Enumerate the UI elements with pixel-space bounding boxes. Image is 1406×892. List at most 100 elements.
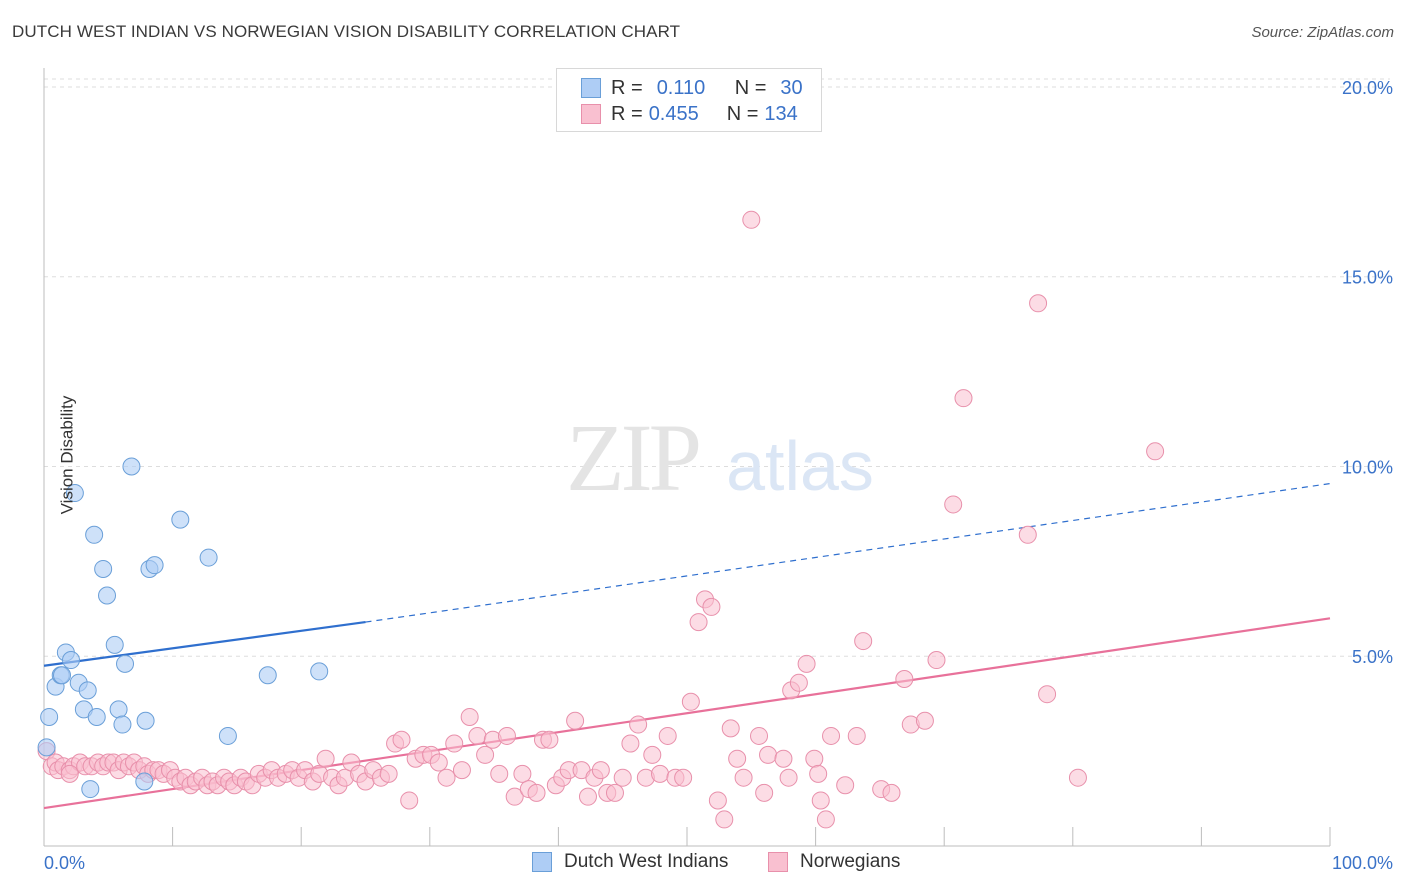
data-point-dutch-west-indians — [98, 586, 117, 605]
correlation-legend: R = 0.110 N = 30 R = 0.455 N = 134 — [556, 68, 822, 132]
data-point-norwegians — [316, 749, 335, 768]
data-point-norwegians — [605, 783, 624, 802]
data-point-dutch-west-indians — [258, 666, 277, 685]
trend-line-dutch-west-indians — [43, 620, 366, 667]
data-point-norwegians — [490, 764, 509, 783]
legend-swatch-pink — [768, 852, 788, 872]
data-point-norwegians — [392, 730, 411, 749]
data-point-norwegians — [400, 791, 419, 810]
legend-r-label: R = — [611, 76, 643, 99]
tick-labels: 5.0% 10.0% 15.0% 20.0% 0.0% 100.0% — [44, 78, 1393, 873]
source-credit: Source: ZipAtlas.com — [1251, 24, 1394, 41]
data-point-norwegians — [728, 749, 747, 768]
data-point-norwegians — [621, 734, 640, 753]
data-point-norwegians — [836, 776, 855, 795]
data-point-norwegians — [715, 810, 734, 829]
data-point-norwegians — [460, 707, 479, 726]
data-point-norwegians — [847, 726, 866, 745]
legend-item-dutch-west-indians[interactable]: Dutch West Indians — [532, 851, 728, 873]
data-point-dutch-west-indians — [218, 726, 237, 745]
data-point-norwegians — [468, 726, 487, 745]
data-point-dutch-west-indians — [81, 780, 100, 799]
data-point-norwegians — [60, 764, 79, 783]
data-point-norwegians — [674, 768, 693, 787]
legend-row-dutch-west-indians: R = 0.110 N = 30 — [581, 76, 803, 100]
data-point-norwegians — [429, 753, 448, 772]
data-point-norwegians — [721, 719, 740, 738]
legend-row-norwegians: R = 0.455 N = 134 — [581, 102, 798, 126]
legend-n-value: 134 — [764, 102, 798, 125]
data-point-norwegians — [658, 726, 677, 745]
data-point-dutch-west-indians — [62, 651, 81, 670]
legend-label: Dutch West Indians — [564, 851, 729, 872]
y-tick-label: 5.0% — [1352, 647, 1393, 667]
y-axis-label: Vision Disability — [57, 395, 77, 515]
data-point-norwegians — [689, 613, 708, 632]
data-point-dutch-west-indians — [122, 457, 141, 476]
y-tick-label: 10.0% — [1342, 457, 1393, 477]
data-point-norwegians — [513, 764, 532, 783]
dutch-west-indians-points — [37, 457, 329, 799]
data-point-dutch-west-indians — [53, 666, 72, 685]
data-point-norwegians — [759, 745, 778, 764]
x-tick-label: 100.0% — [1332, 853, 1393, 873]
data-point-norwegians — [566, 711, 585, 730]
data-point-dutch-west-indians — [40, 707, 59, 726]
legend-r-value: 0.110 — [656, 76, 706, 99]
data-point-norwegians — [505, 787, 524, 806]
data-point-dutch-west-indians — [199, 548, 218, 567]
data-point-norwegians — [882, 783, 901, 802]
data-point-norwegians — [779, 768, 798, 787]
data-point-dutch-west-indians — [105, 635, 124, 654]
data-point-dutch-west-indians — [113, 715, 132, 734]
data-point-norwegians — [613, 768, 632, 787]
y-tick-label: 15.0% — [1342, 268, 1393, 288]
data-point-norwegians — [915, 711, 934, 730]
data-point-dutch-west-indians — [109, 700, 128, 719]
data-point-norwegians — [895, 670, 914, 689]
data-point-dutch-west-indians — [135, 772, 154, 791]
data-point-norwegians — [437, 768, 456, 787]
data-point-norwegians — [445, 734, 464, 753]
data-point-norwegians — [1029, 294, 1048, 313]
data-point-norwegians — [681, 692, 700, 711]
data-point-norwegians — [476, 745, 495, 764]
data-point-norwegians — [629, 715, 648, 734]
data-point-norwegians — [822, 726, 841, 745]
data-point-norwegians — [774, 749, 793, 768]
data-point-norwegians — [954, 389, 973, 408]
data-point-norwegians — [379, 764, 398, 783]
data-point-dutch-west-indians — [171, 510, 190, 529]
legend-swatch-blue — [581, 78, 601, 98]
data-point-norwegians — [734, 768, 753, 787]
data-point-dutch-west-indians — [87, 707, 106, 726]
data-point-norwegians — [811, 791, 830, 810]
data-point-norwegians — [1038, 685, 1057, 704]
data-point-norwegians — [643, 745, 662, 764]
legend-label: Norwegians — [800, 851, 901, 872]
data-point-norwegians — [650, 764, 669, 783]
legend-item-norwegians[interactable]: Norwegians — [768, 851, 900, 873]
data-point-dutch-west-indians — [94, 559, 113, 578]
data-point-norwegians — [816, 810, 835, 829]
grid-lines — [44, 78, 1390, 657]
data-point-dutch-west-indians — [85, 525, 104, 544]
data-point-norwegians — [789, 673, 808, 692]
data-point-norwegians — [540, 730, 559, 749]
legend-r-value: 0.455 — [648, 102, 699, 125]
data-point-dutch-west-indians — [310, 662, 329, 681]
legend-swatch-blue — [532, 852, 552, 872]
data-point-norwegians — [750, 726, 769, 745]
data-point-dutch-west-indians — [145, 556, 164, 575]
data-point-norwegians — [854, 632, 873, 651]
data-point-dutch-west-indians — [136, 711, 155, 730]
data-point-norwegians — [1146, 442, 1165, 461]
data-point-norwegians — [708, 791, 727, 810]
data-point-norwegians — [809, 764, 828, 783]
y-tick-label: 20.0% — [1342, 78, 1393, 98]
watermark: ZIP atlas — [566, 404, 874, 511]
x-tick-label: 0.0% — [44, 853, 85, 873]
legend-n-value: 30 — [780, 76, 803, 99]
legend-n-label: N = — [726, 102, 759, 125]
